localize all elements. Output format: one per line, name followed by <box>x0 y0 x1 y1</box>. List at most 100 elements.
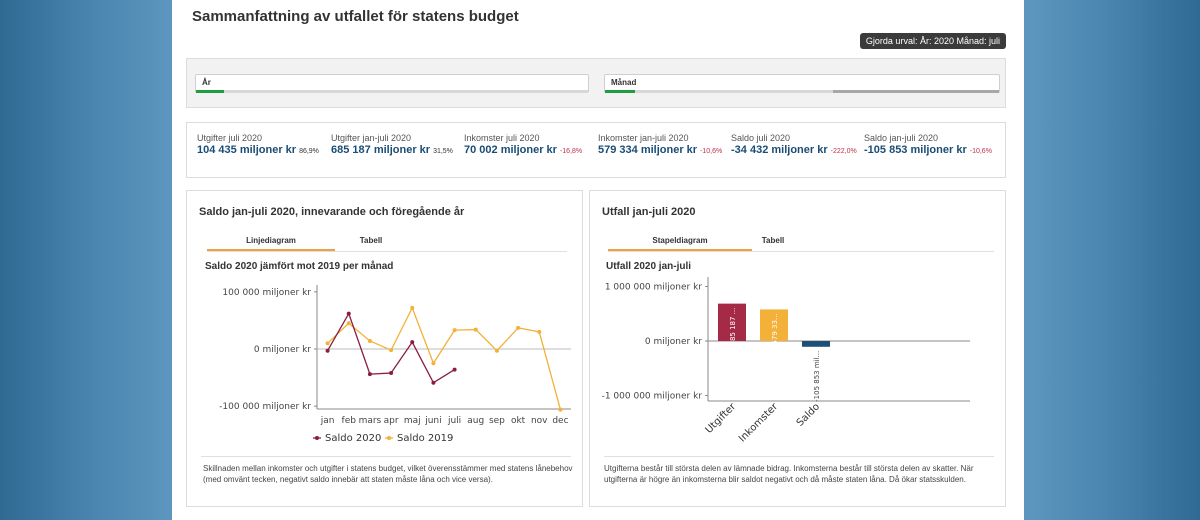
kpi-value: 104 435 miljoner kr 86,9% <box>197 144 319 156</box>
selection-badge[interactable]: Gjorda urval: År: 2020 Månad: juli <box>859 33 1006 49</box>
report-page: Sammanfattning av utfallet för statens b… <box>172 0 1024 520</box>
kpi-value-text: -105 853 miljoner kr <box>864 144 967 156</box>
kpi-value-text: 579 334 miljoner kr <box>598 144 698 156</box>
kpi-change: -16,8% <box>559 148 583 155</box>
kpi-change: -222,0% <box>830 148 857 155</box>
month-filter-track <box>605 90 999 93</box>
kpi-label: Saldo jan-juli 2020 <box>864 133 939 143</box>
tab-underline <box>608 251 994 252</box>
kpi-label: Inkomster juli 2020 <box>464 133 540 143</box>
y-tick-label: 0 miljoner kr <box>645 337 702 347</box>
kpi-item: Inkomster jan-juli 2020 579 334 miljoner… <box>598 133 722 156</box>
x-tick-label: mars <box>359 416 382 426</box>
kpi-value-text: -34 432 miljoner kr <box>731 144 828 156</box>
y-tick-label: -100 000 miljoner kr <box>219 402 311 412</box>
x-tick-label: nov <box>531 416 548 426</box>
data-point <box>325 341 330 346</box>
kpi-change: -10,6% <box>969 148 992 155</box>
month-filter[interactable]: Månad <box>604 74 1000 93</box>
kpi-label: Utgifter juli 2020 <box>197 133 263 143</box>
page-title: Sammanfattning av utfallet för statens b… <box>192 8 519 25</box>
year-filter[interactable]: År <box>195 74 589 93</box>
chart-title: Saldo 2020 jämfört mot 2019 per månad <box>205 261 394 272</box>
tab-tabell[interactable]: Tabell <box>359 236 383 245</box>
chart-title: Utfall 2020 jan-juli <box>606 261 692 272</box>
data-point <box>389 371 394 375</box>
year-filter-label: År <box>202 78 211 87</box>
data-point <box>537 329 542 334</box>
data-label: 685 187 ... <box>729 308 737 346</box>
x-tick-label: feb <box>342 416 357 426</box>
x-tick-label: apr <box>384 416 399 426</box>
kpi-item: Inkomster juli 2020 70 002 miljoner kr -1… <box>464 133 582 156</box>
y-tick-label: 0 miljoner kr <box>254 345 311 355</box>
kpi-value: -34 432 miljoner kr -222,0% <box>731 144 857 156</box>
data-point <box>410 305 415 310</box>
kpi-item: Utgifter jan-juli 2020 685 187 miljoner … <box>331 133 453 156</box>
kpi-change: 31,5% <box>433 148 453 155</box>
data-point <box>452 328 457 333</box>
tab-underline <box>207 251 567 252</box>
y-tick-label: 100 000 miljoner kr <box>222 288 311 298</box>
kpi-item: Saldo jan-juli 2020 -105 853 miljoner kr… <box>864 133 992 156</box>
panel-title: Utfall jan-juli 2020 <box>602 206 696 218</box>
series-line-saldo-2019 <box>327 306 562 410</box>
data-point <box>367 372 372 377</box>
data-point <box>494 348 499 353</box>
panel-title: Saldo jan-juli 2020, innevarande och för… <box>199 206 465 218</box>
tab-linjediagram[interactable]: Linjediagram <box>207 235 335 251</box>
kpi-value-text: 104 435 miljoner kr <box>197 144 297 156</box>
y-tick-label: 1 000 000 miljoner kr <box>605 282 702 292</box>
year-filter-track <box>196 90 588 93</box>
month-filter-selected-indicator <box>605 90 635 93</box>
line-chart: 100 000 miljoner kr 0 miljoner kr -100 000… <box>219 285 571 444</box>
kpi-label: Inkomster jan-juli 2020 <box>598 133 689 143</box>
year-filter-selected-indicator <box>196 90 224 93</box>
data-point <box>367 339 372 343</box>
kpi-item: Saldo juli 2020 -34 432 miljoner kr -222,… <box>731 133 857 156</box>
data-label: 579 33... <box>771 313 779 344</box>
month-filter-excluded-indicator <box>833 90 999 93</box>
chart-note: Utgifterna består till största delen av … <box>604 464 974 484</box>
legend-label: Saldo 2020 <box>325 433 381 444</box>
bar-saldo <box>802 341 830 347</box>
x-tick-label: dec <box>552 416 568 426</box>
chart-note: Skillnaden mellan inkomster och utgifter… <box>203 464 573 484</box>
x-tick-label: jan <box>320 416 335 426</box>
tab-tabell[interactable]: Tabell <box>761 236 785 245</box>
data-point <box>473 327 478 332</box>
kpi-bar: Utgifter juli 2020 104 435 miljoner kr 86… <box>186 122 1006 178</box>
divider <box>604 456 994 457</box>
x-tick-label: maj <box>404 416 421 426</box>
data-point <box>452 367 457 372</box>
tab-stapeldiagram[interactable]: Stapeldiagram <box>608 235 752 251</box>
month-filter-label: Månad <box>611 78 637 87</box>
filter-bar: År Månad <box>186 58 1006 108</box>
kpi-value: 70 002 miljoner kr -16,8% <box>464 144 582 156</box>
x-tick-label: sep <box>489 416 505 426</box>
legend-swatch-marker <box>315 436 319 440</box>
data-point <box>431 361 436 366</box>
data-point <box>346 321 351 326</box>
data-label: -105 853 mil... <box>813 351 821 402</box>
kpi-value: -105 853 miljoner kr -10,6% <box>864 144 992 156</box>
x-tick-label: juni <box>424 416 441 426</box>
kpi-value: 579 334 miljoner kr -10,6% <box>598 144 722 156</box>
x-tick-label: aug <box>467 416 484 426</box>
data-point <box>346 311 351 316</box>
kpi-value-text: 685 187 miljoner kr <box>331 144 431 156</box>
x-tick-label: Saldo <box>795 401 822 428</box>
data-point <box>389 348 394 353</box>
data-point <box>558 407 563 412</box>
divider <box>201 456 571 457</box>
kpi-label: Utgifter jan-juli 2020 <box>331 133 412 143</box>
kpi-change: -10,6% <box>700 148 723 155</box>
kpi-item: Utgifter juli 2020 104 435 miljoner kr 86… <box>197 133 319 156</box>
utfall-panel: Utfall jan-juli 2020 Stapeldiagram Tabel… <box>589 190 1006 507</box>
bar-chart: 1 000 000 miljoner kr 0 miljoner kr -1 000… <box>602 277 970 445</box>
x-tick-label: Inkomster <box>737 401 781 445</box>
data-point <box>431 380 436 385</box>
kpi-value: 685 187 miljoner kr 31,5% <box>331 144 453 156</box>
kpi-value-text: 70 002 miljoner kr <box>464 144 557 156</box>
x-tick-label: okt <box>511 416 526 426</box>
